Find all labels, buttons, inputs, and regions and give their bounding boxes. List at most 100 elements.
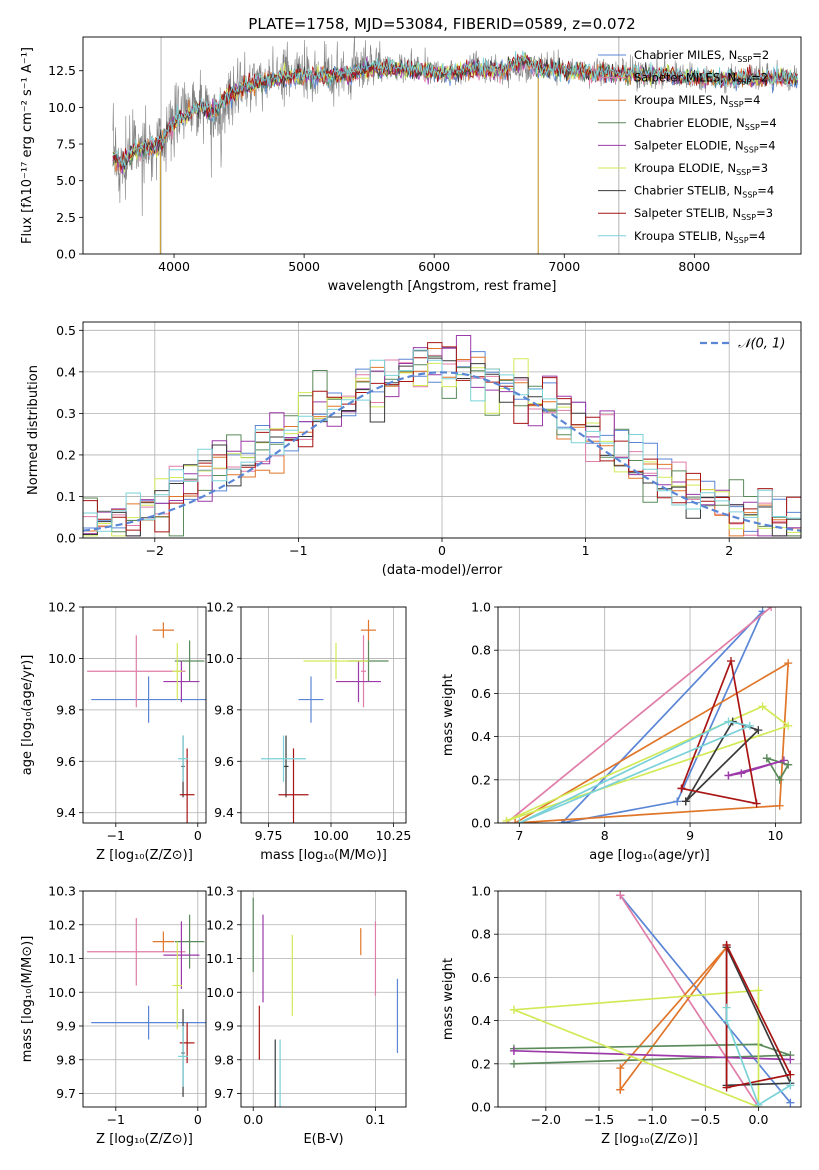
residuals-ytick-label: 0.2 bbox=[56, 447, 76, 462]
weight-line bbox=[685, 720, 760, 803]
legend-count: =4 bbox=[759, 138, 776, 152]
age_vs_Z-ylabel: age [log₁₀(age/yr)] bbox=[20, 655, 35, 776]
legend-entry: 𝒩(0, 1) bbox=[738, 337, 785, 352]
weight_vs_age-ytick-label: 0.2 bbox=[471, 772, 491, 787]
weight_vs_Z-ytick-label: 0.2 bbox=[471, 1056, 491, 1071]
spectrum-xtick-label: 4000 bbox=[158, 259, 190, 274]
weight-marker bbox=[616, 1085, 625, 1094]
age_vs_mass-xtick-label: 9.75 bbox=[255, 828, 283, 843]
mass_vs_ebv-ytick-label: 9.9 bbox=[214, 1019, 234, 1034]
age_vs_mass-ytick-label: 10.2 bbox=[206, 600, 234, 615]
legend-count: =4 bbox=[760, 116, 777, 130]
weight_vs_Z-xtick-label: −0.5 bbox=[690, 1112, 720, 1127]
weight_vs_age-xtick-label: 8 bbox=[601, 828, 609, 843]
weight-marker bbox=[784, 721, 793, 730]
weight-line bbox=[513, 989, 760, 1107]
age_vs_Z-frame bbox=[82, 606, 207, 824]
age_vs_Z-ytick-label: 10.0 bbox=[48, 651, 76, 666]
residuals-ytick-label: 0.3 bbox=[56, 406, 76, 421]
weight_vs_age-xtick-label: 7 bbox=[515, 828, 523, 843]
weight-marker bbox=[786, 1070, 795, 1079]
weight-line bbox=[561, 610, 764, 823]
weight_vs_Z-ytick-label: 0.6 bbox=[471, 970, 491, 985]
legend-subscript: SSP bbox=[744, 145, 759, 154]
weight_vs_Z-panel: −2.0 −1.5 −1.0 −0.5 0.0 0.0 0.2 0.4 0.6 0.8 1.0 Z [… bbox=[441, 884, 802, 1147]
weight-marker bbox=[502, 816, 511, 823]
age_vs_Z-xtick-label: 0 bbox=[194, 828, 202, 843]
spectrum-ytick-label: 5.0 bbox=[56, 173, 76, 188]
weight-marker bbox=[727, 657, 736, 665]
legend-subscript: SSP bbox=[734, 236, 749, 245]
mass_vs_ebv-ytick-label: 9.8 bbox=[214, 1052, 234, 1067]
weight-marker bbox=[745, 721, 754, 730]
spectrum-xlabel: wavelength [Angstrom, rest frame] bbox=[328, 279, 557, 294]
spectrum-ytick-label: 12.5 bbox=[48, 63, 76, 78]
weight_vs_Z-xtick-label: 0.0 bbox=[749, 1112, 769, 1127]
weight-marker bbox=[784, 659, 793, 668]
weight-marker bbox=[737, 769, 746, 778]
weight_vs_Z-ylabel: mass weight bbox=[441, 958, 456, 1040]
weight-line bbox=[619, 894, 760, 1107]
weight-marker bbox=[786, 1098, 795, 1107]
weight_vs_age-ytick-label: 0.6 bbox=[471, 686, 491, 701]
histogram-step bbox=[83, 350, 801, 537]
residuals-xtick-label: −1 bbox=[289, 543, 307, 558]
weight_vs_age-ytick-label: 0.8 bbox=[471, 643, 491, 658]
mass_vs_ebv-xtick-label: 0.0 bbox=[243, 1112, 263, 1127]
weight_vs_age-ytick-label: 0.0 bbox=[471, 816, 491, 831]
weight_vs_age-xlabel: age [log₁₀(age/yr)] bbox=[589, 848, 710, 863]
weight-marker bbox=[616, 891, 625, 900]
figure-title: PLATE=1758, MJD=53084, FIBERID=0589, z=0… bbox=[248, 15, 635, 33]
mass_vs_ebv-ytick-label: 10.1 bbox=[206, 951, 234, 966]
mass_vs_Z-ytick-label: 10.1 bbox=[48, 951, 76, 966]
weight-line bbox=[725, 1007, 791, 1107]
spectrum-frame bbox=[82, 36, 802, 255]
spectrum-model-line bbox=[112, 50, 798, 167]
residuals-ytick-label: 0.1 bbox=[56, 489, 76, 504]
weight-marker bbox=[762, 754, 771, 763]
mass_vs_Z-ytick-label: 10.2 bbox=[48, 917, 76, 932]
age_vs_Z-panel: −1 0 9.4 9.6 9.8 10.0 10.2 Z [log₁₀(Z/Z⊙)] age [… bbox=[20, 600, 207, 863]
age_vs_mass-xtick-label: 10.00 bbox=[313, 828, 349, 843]
mass_vs_Z-xlabel: Z [log₁₀(Z/Z⊙)] bbox=[96, 1132, 193, 1147]
weight_vs_Z-xtick-label: −1.0 bbox=[637, 1112, 667, 1127]
weight_vs_age-panel: 7 8 9 10 0.0 0.2 0.4 0.6 0.8 1.0 age [log₁₀(age/yr… bbox=[441, 600, 802, 863]
legend-subscript: SSP bbox=[737, 55, 752, 64]
legend-subscript: SSP bbox=[736, 78, 751, 87]
weight_vs_Z-ytick-label: 0.0 bbox=[471, 1100, 491, 1115]
mass_vs_ebv-panel: 0.0 0.1 9.7 9.8 9.9 10.0 10.1 10.2 10.3 E(B-V) bbox=[206, 884, 407, 1147]
legend-subscript: SSP bbox=[741, 213, 756, 222]
weight-line bbox=[680, 657, 758, 805]
residuals-ytick-label: 0.0 bbox=[56, 531, 76, 546]
legend-subscript: SSP bbox=[729, 100, 744, 109]
residuals-plot-area bbox=[83, 335, 801, 537]
gaussian-curve bbox=[83, 371, 801, 532]
residuals-xtick-label: 2 bbox=[725, 543, 733, 558]
age_vs_Z-xtick-label: −1 bbox=[107, 828, 125, 843]
plots-group: 4000 5000 6000 7000 80000.02.55.07.510.012.5… bbox=[20, 36, 802, 1147]
residuals-ytick-label: 0.5 bbox=[56, 323, 76, 338]
spectrum-xtick-label: 7000 bbox=[548, 259, 580, 274]
legend-entry: Chabrier MILES, NSSP=2 bbox=[634, 48, 769, 64]
legend-count: =2 bbox=[752, 48, 769, 62]
spectrum-ytick-label: 10.0 bbox=[48, 100, 76, 115]
spectrum-xtick-label: 8000 bbox=[678, 259, 710, 274]
age_vs_Z-ytick-label: 10.2 bbox=[48, 600, 76, 615]
legend-count: =4 bbox=[749, 229, 766, 243]
mass_vs_Z-ytick-label: 9.8 bbox=[56, 1052, 76, 1067]
legend-count: =3 bbox=[756, 206, 773, 220]
legend-entry: Salpeter MILES, NSSP=2 bbox=[634, 71, 768, 87]
age_vs_mass-ytick-label: 9.6 bbox=[214, 754, 234, 769]
age_vs_Z-xlabel: Z [log₁₀(Z/Z⊙)] bbox=[96, 848, 193, 863]
residuals-xtick-label: 1 bbox=[582, 543, 590, 558]
weight-marker bbox=[511, 819, 520, 823]
age_vs_mass-ytick-label: 9.8 bbox=[214, 702, 234, 717]
legend-count: =2 bbox=[751, 71, 768, 85]
weight-line bbox=[518, 720, 753, 823]
residuals-xtick-label: −2 bbox=[146, 543, 164, 558]
legend-entry: Kroupa MILES, NSSP=4 bbox=[634, 93, 760, 109]
weight-marker bbox=[722, 1003, 731, 1012]
spectrum-ytick-label: 2.5 bbox=[56, 210, 76, 225]
age_vs_Z-ytick-label: 9.4 bbox=[56, 805, 76, 820]
